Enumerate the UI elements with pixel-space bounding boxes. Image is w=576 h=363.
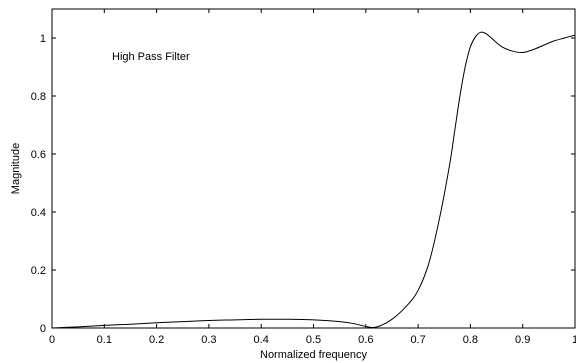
plot-area (51, 8, 576, 329)
x-axis: 0 0.1 0.2 0.3 0.4 0.5 0.6 0.7 0.8 0.9 1 (49, 9, 576, 346)
x-tick-label: 0.8 (463, 334, 478, 346)
y-tick-label: 1 (40, 33, 46, 45)
x-tick-label: 0 (49, 334, 55, 346)
x-axis-title: Normalized frequency (260, 349, 367, 361)
x-tick-label: 0.2 (149, 334, 164, 346)
y-tick-label: 0 (40, 323, 46, 335)
x-tick-label: 0.1 (97, 334, 112, 346)
x-tick-label: 1 (572, 334, 576, 346)
x-tick-label: 0.7 (410, 334, 425, 346)
y-tick-label: 0.4 (31, 207, 46, 219)
y-tick-label: 0.8 (31, 91, 46, 103)
x-tick-label: 0.9 (515, 334, 530, 346)
x-tick-label: 0.5 (306, 334, 321, 346)
filter-annotation: High Pass Filter (112, 51, 190, 63)
y-axis: 0 0.2 0.4 0.6 0.8 1 (31, 33, 575, 335)
y-tick-label: 0.2 (31, 265, 46, 277)
y-axis-title: Magnitude (10, 143, 22, 194)
x-tick-label: 0.4 (254, 334, 269, 346)
y-tick-label: 0.6 (31, 149, 46, 161)
x-tick-label: 0.3 (201, 334, 216, 346)
magnitude-line (51, 31, 576, 329)
x-tick-label: 0.6 (358, 334, 373, 346)
